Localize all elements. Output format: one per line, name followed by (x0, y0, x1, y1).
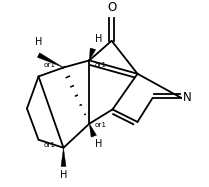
Text: or1: or1 (95, 122, 107, 128)
Text: N: N (183, 91, 192, 104)
Polygon shape (89, 124, 97, 137)
Polygon shape (37, 53, 64, 68)
Text: or1: or1 (95, 62, 107, 68)
Text: or1: or1 (43, 62, 55, 68)
Text: or1: or1 (43, 142, 55, 148)
Text: H: H (60, 170, 67, 180)
Text: H: H (95, 139, 102, 149)
Text: H: H (35, 37, 42, 47)
Polygon shape (61, 148, 66, 166)
Text: H: H (95, 34, 102, 44)
Polygon shape (89, 48, 96, 60)
Text: O: O (107, 1, 116, 14)
